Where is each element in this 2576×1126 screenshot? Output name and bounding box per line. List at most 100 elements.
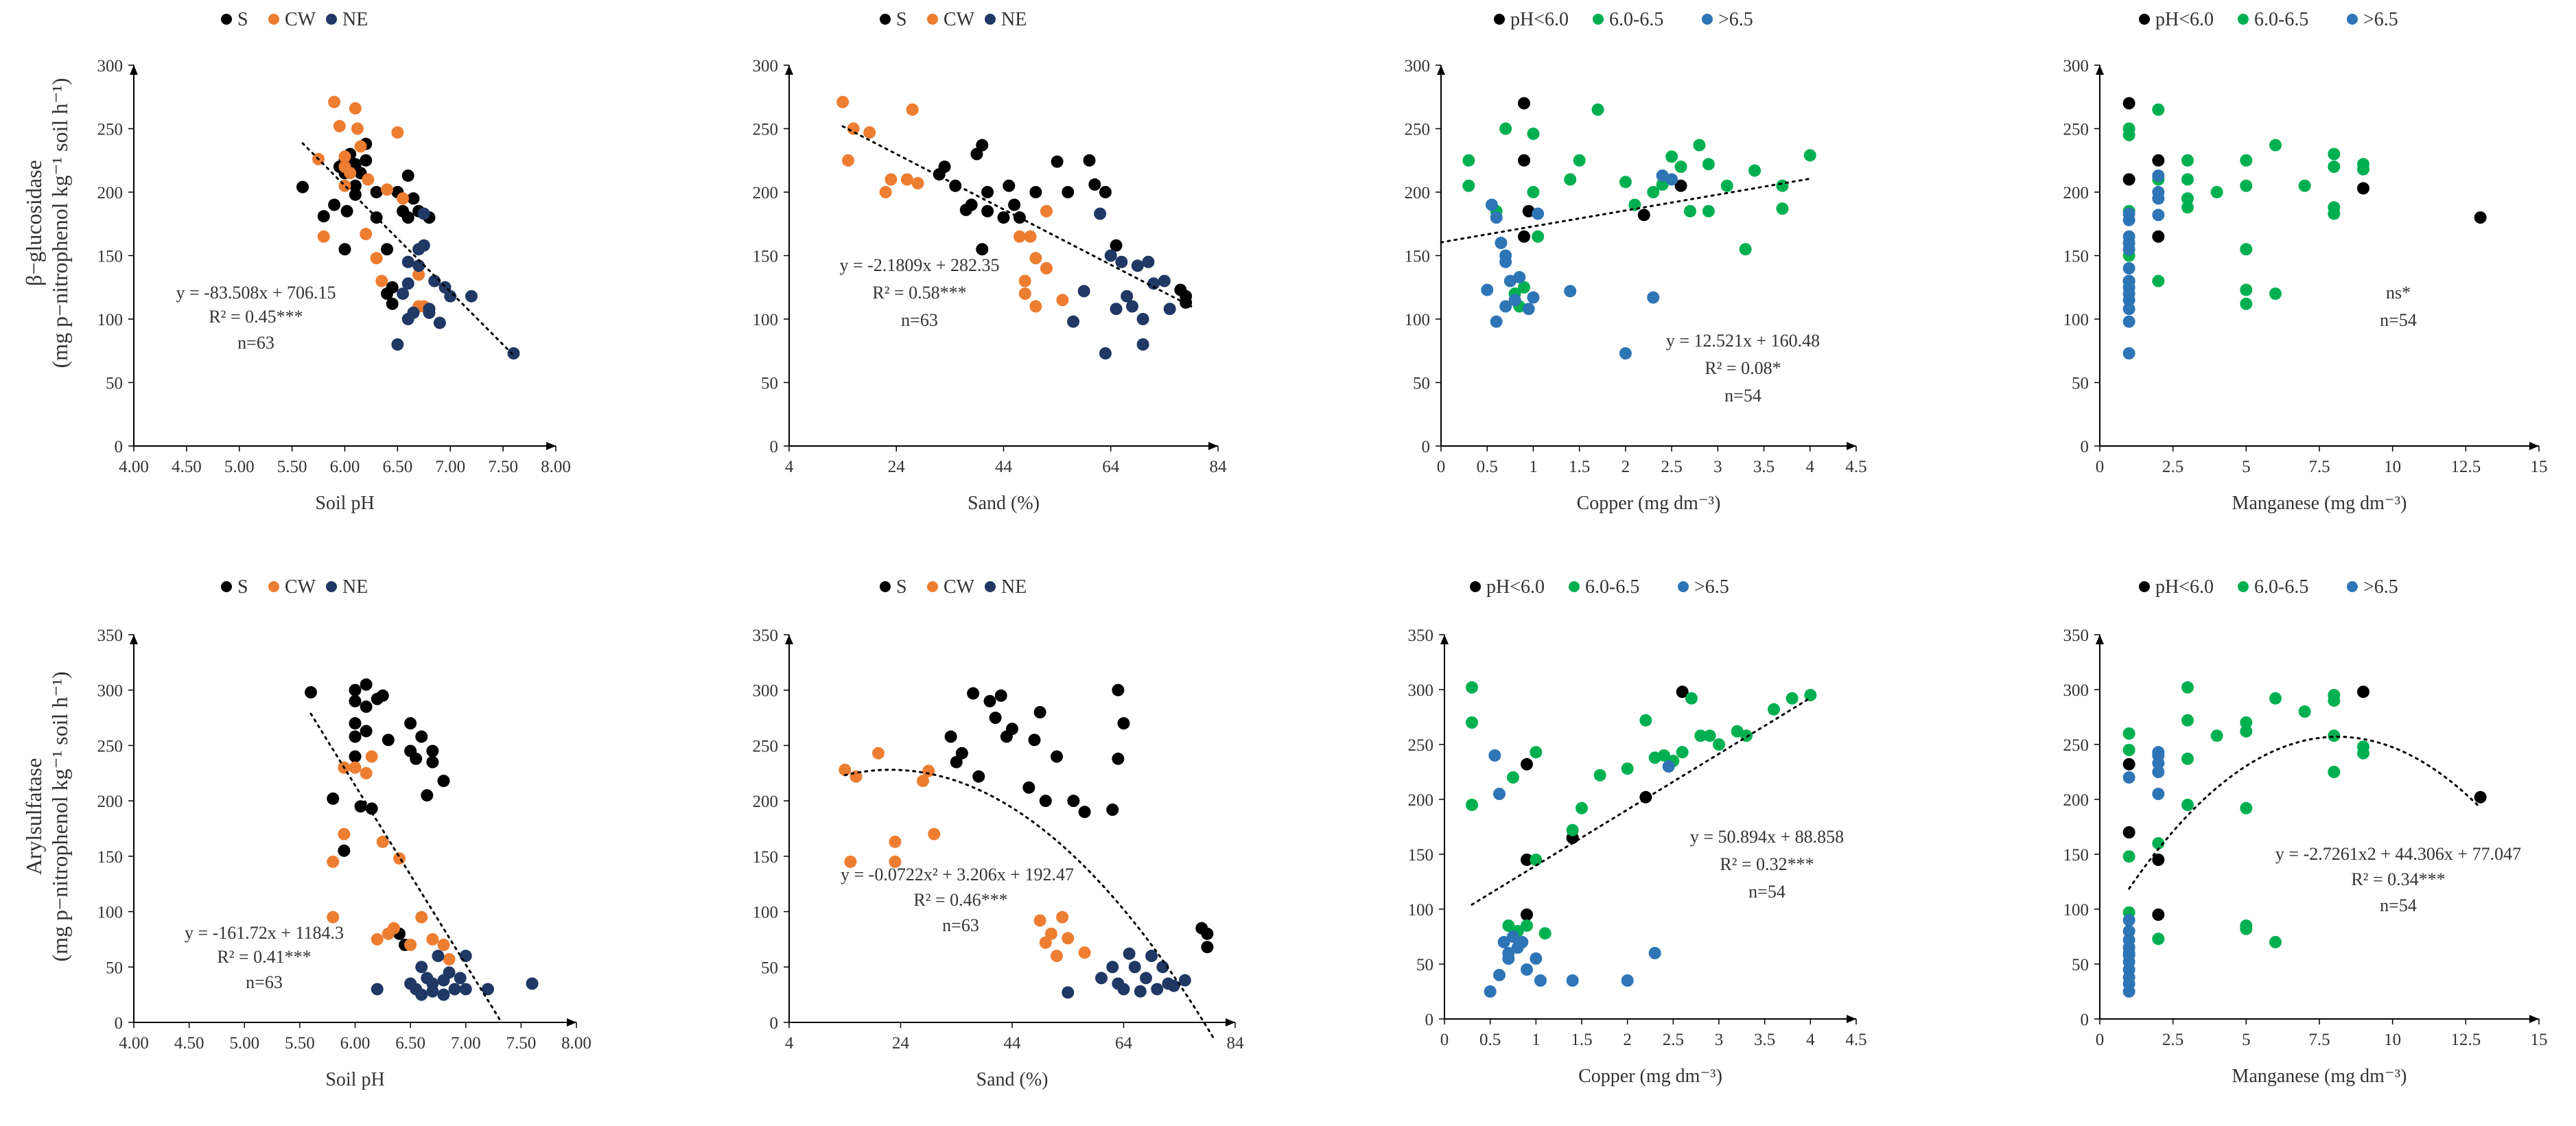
legend-label: 6.0-6.5 [1609,9,1663,30]
point-CW [376,835,389,848]
row-label-top-line1: β−glucosidase [21,160,46,286]
point-S [340,204,353,218]
point-CW [1039,936,1052,949]
point-6.0-6.5 [1665,150,1678,163]
point-NE [1117,983,1130,996]
y-tick-label: 0 [115,438,124,456]
point-6.0-6.5 [2240,725,2253,738]
point-S [349,188,362,201]
point->6.5 [1495,237,1508,249]
x-tick-label: 0.5 [1477,458,1498,476]
y-tick-label: 100 [97,311,124,329]
point-CW [885,173,898,186]
point-S [349,179,362,192]
legend-marker [326,14,337,25]
point->6.5 [1527,291,1540,304]
y-tick-label: 250 [1408,736,1434,755]
point-CW [889,835,902,848]
point-NE [1156,961,1169,974]
point->6.5 [2122,985,2135,998]
point-CW [338,161,351,173]
point-CW [917,775,929,788]
point-CW [1056,294,1069,307]
point-6.0-6.5 [1576,801,1588,814]
point-S [401,211,414,224]
legend-marker [2347,14,2358,25]
point-6.0-6.5 [2210,729,2223,742]
legend-marker [1593,14,1604,25]
x-tick-label: 2 [1621,458,1630,476]
x-tick-label: 5.00 [229,1034,259,1053]
point->6.5 [2122,347,2135,360]
point-S [404,717,417,730]
x-tick-label: 7.00 [435,458,465,476]
point-NE [437,974,450,987]
point-S [376,689,389,702]
point-6.0-6.5 [1527,186,1540,198]
y-tick-label: 150 [1408,846,1434,865]
trendline [843,769,1214,1038]
x-tick-label: 12.5 [2450,1031,2481,1049]
point-6.0-6.5 [2181,714,2194,727]
legend-label: CW [944,9,975,30]
point-S [421,789,434,802]
regression-annotation: R² = 0.41*** [217,947,311,967]
point-NE [1142,255,1155,268]
y-tick-label: 300 [97,682,124,701]
point-CW [354,140,367,153]
x-tick-label: 44 [995,458,1013,476]
legend-marker [880,14,891,25]
point-NE [1115,255,1128,268]
point-NE [401,277,414,290]
point-CW [375,274,388,288]
regression-annotation: y = -83.508x + 706.15 [176,283,336,303]
y-axis-arrow [130,65,138,75]
point-S [370,186,383,198]
legend-label: >6.5 [1718,9,1753,30]
y-tick-label: 100 [97,904,124,922]
point-pH<6.0 [2152,908,2165,921]
y-tick-label: 250 [2063,121,2089,139]
trendline [1471,696,1812,906]
point-CW [839,763,852,776]
regression-annotation: n=54 [1748,882,1785,902]
point-CW [360,766,373,779]
x-tick-label: 6.50 [395,1034,425,1053]
x-tick-label: 10 [2384,458,2401,476]
x-tick-label: 0 [1440,1031,1449,1049]
regression-annotation: R² = 0.32*** [1720,854,1814,874]
legend-marker [985,581,996,592]
legend-marker [1494,14,1505,25]
legend-label: pH<6.0 [1486,576,1545,598]
point-6.0-6.5 [1703,729,1716,742]
point-S [970,148,983,161]
point-6.0-6.5 [2210,186,2223,198]
legend: S CW NE [221,576,368,598]
point-S [955,747,968,760]
point-CW [844,855,857,868]
point-6.0-6.5 [1713,738,1725,751]
point-6.0-6.5 [1702,158,1715,171]
point-NE [1077,285,1090,298]
point-NE [1104,249,1117,262]
point-6.0-6.5 [2328,161,2341,173]
x-axis-label: Copper (mg dm⁻³) [1578,1066,1722,1087]
legend-marker [880,581,891,592]
point-NE [428,274,441,288]
point-pH<6.0 [1521,758,1533,771]
point-S [989,712,1002,725]
point-CW [349,102,362,115]
point-S [410,752,423,765]
point-6.0-6.5 [2240,154,2253,167]
point-CW [327,855,340,868]
y-tick-label: 50 [2072,956,2089,974]
x-tick-label: 6.00 [330,458,360,476]
point-6.0-6.5 [2240,716,2253,729]
x-axis-arrow [1847,442,1856,450]
point-S [1083,154,1096,167]
point-CW [349,761,362,774]
point-pH<6.0 [2122,97,2135,110]
point->6.5 [2122,771,2135,784]
point->6.5 [1481,283,1494,296]
x-tick-label: 2 [1623,1031,1632,1049]
